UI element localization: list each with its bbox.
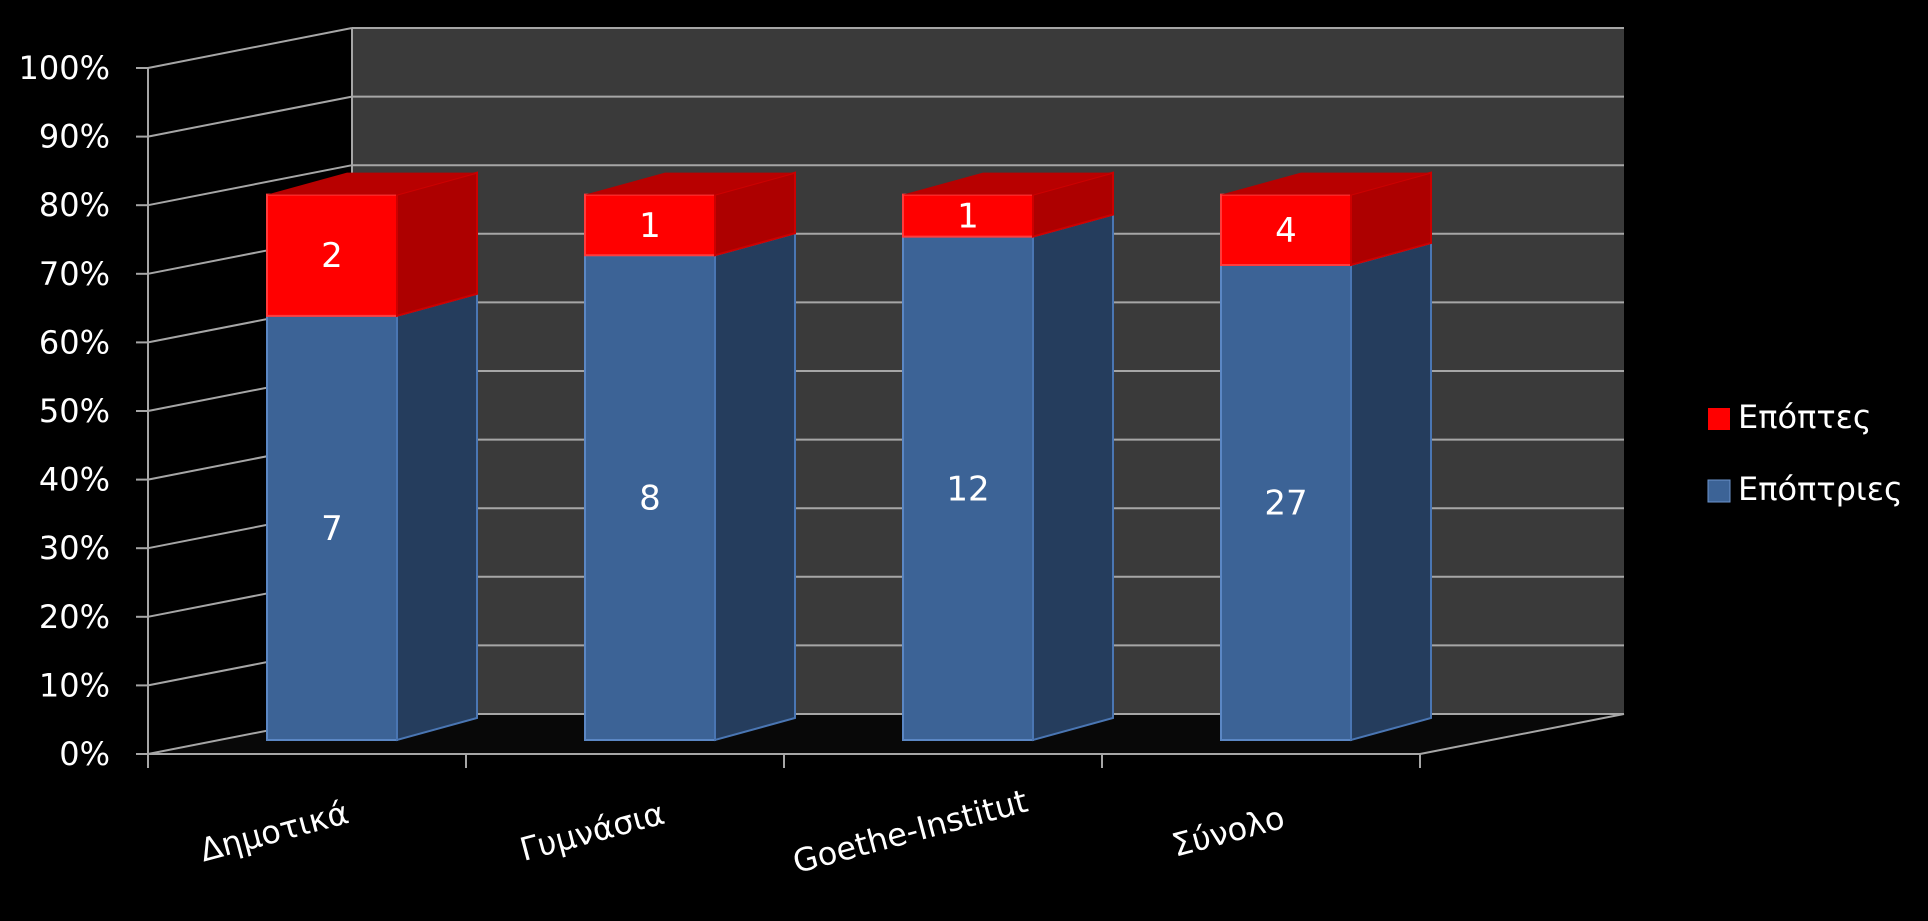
data-label-δημοτικά-επόπτες: 2 (321, 236, 343, 276)
side-gridline-100 (147, 27, 353, 69)
y-tick-label-70: 70% (39, 255, 110, 293)
bar-side-δημοτικά-επόπτες (396, 171, 478, 318)
legend-swatch-επόπτριες (1707, 479, 1731, 503)
data-label-goethe-institut-επόπτες: 1 (957, 197, 979, 237)
y-tick-label-80: 80% (39, 186, 110, 224)
y-tick-label-40: 40% (39, 461, 110, 499)
y-tick-label-50: 50% (39, 392, 110, 430)
legend-swatch-επόπτες (1708, 408, 1730, 430)
bar-top-γυμνάσια (585, 172, 795, 195)
x-category-label-σύνολο: Σύνολο (1168, 798, 1289, 864)
y-tick-label-90: 90% (39, 118, 110, 156)
bar-side-γυμνάσια-επόπτριες (714, 231, 796, 742)
data-label-σύνολο-επόπτριες: 27 (1264, 484, 1307, 524)
bar-group-δημοτικά: 72 (266, 171, 478, 742)
floor-right-edge (1419, 713, 1625, 755)
legend: Επόπτες Επόπτριες (1707, 398, 1903, 508)
data-label-δημοτικά-επόπτριες: 7 (321, 509, 343, 549)
side-gridline-90 (147, 95, 353, 138)
data-label-σύνολο-επόπτες: 4 (1275, 211, 1297, 251)
x-category-label-goethe-institut: Goethe-Institut (789, 782, 1032, 881)
x-axis-category-labels: Δημοτικά Γυμνάσια Goethe-Institut Σύνολο (147, 754, 1421, 881)
data-label-goethe-institut-επόπτριες: 12 (946, 469, 989, 509)
bar-δημοτικά-επόπτριες: 7 (266, 292, 478, 742)
bar-group-goethe-institut: 12 1 (902, 171, 1114, 742)
bar-side-δημοτικά-επόπτριες (396, 292, 478, 742)
y-tick-label-10: 10% (39, 666, 110, 704)
bar-γυμνάσια-επόπτες: 1 (584, 171, 796, 257)
side-gridline-80 (147, 164, 353, 207)
bar-top-δημοτικά (267, 172, 477, 195)
legend-label-επόπτριες: Επόπτριες (1738, 470, 1903, 508)
y-tick-label-100: 100% (19, 49, 110, 87)
bar-δημοτικά-επόπτες: 2 (266, 171, 478, 318)
bar-side-goethe-institut-επόπτες (1032, 171, 1114, 238)
bar-side-σύνολο-επόπτες (1350, 171, 1432, 267)
y-tick-label-60: 60% (39, 323, 110, 361)
bar-side-goethe-institut-επόπτριες (1032, 213, 1114, 742)
bar-group-σύνολο: 27 4 (1220, 171, 1432, 742)
bar-σύνολο-επόπτες: 4 (1220, 171, 1432, 267)
legend-label-επόπτες: Επόπτες (1738, 398, 1872, 436)
data-label-γυμνάσια-επόπτριες: 8 (639, 479, 661, 519)
bar-γυμνάσια-επόπτριες: 8 (584, 231, 796, 742)
x-category-label-δημοτικά: Δημοτικά (196, 793, 353, 869)
legend-item-επόπτριες: Επόπτριες (1707, 470, 1903, 508)
bar-side-σύνολο-επόπτριες (1350, 241, 1432, 742)
x-category-label-γυμνάσια: Γυμνάσια (516, 794, 669, 869)
y-tick-label-0: 0% (59, 735, 110, 773)
bar-goethe-institut-επόπτες: 1 (902, 171, 1114, 238)
bar-top-σύνολο (1221, 172, 1431, 195)
data-label-γυμνάσια-επόπτες: 1 (639, 206, 661, 246)
y-axis-tick-labels: 0% 10% 20% 30% 40% 50% 60% 70% 80% 90% 100% (19, 49, 148, 773)
legend-item-επόπτες: Επόπτες (1708, 398, 1872, 436)
bar-top-goethe-institut (903, 172, 1113, 195)
bar-goethe-institut-επόπτριες: 12 (902, 213, 1114, 742)
bar-σύνολο-επόπτριες: 27 (1220, 241, 1432, 742)
bar-group-γυμνάσια: 81 (584, 171, 796, 742)
y-tick-label-30: 30% (39, 529, 110, 567)
y-tick-label-20: 20% (39, 598, 110, 636)
